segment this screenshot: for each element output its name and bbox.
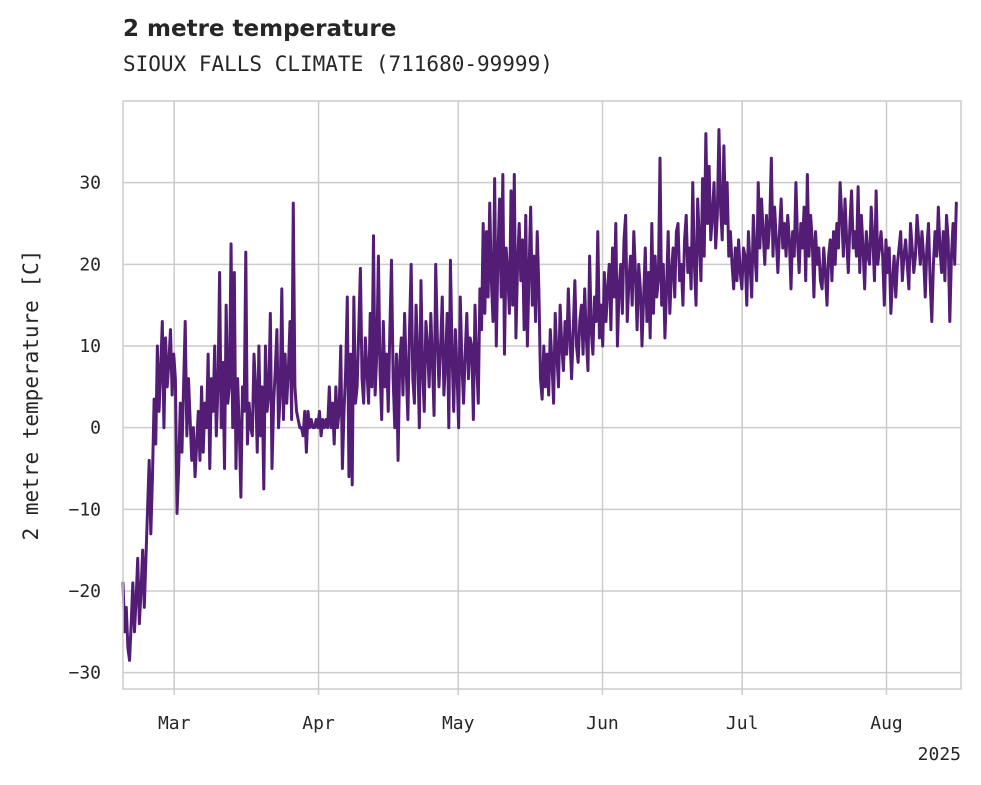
y-tick-label: 20 (79, 254, 101, 275)
y-tick-label: −20 (68, 581, 101, 602)
tick-labels: −30 −20 −10 0 10 20 30 Mar Apr May Jun Jul Aug (68, 173, 902, 734)
x-year-label: 2025 (918, 744, 961, 765)
plot-frame (122, 100, 962, 690)
x-tick-label: Apr (302, 713, 335, 734)
y-tick-label: 30 (79, 173, 101, 194)
y-tick-label: −10 (68, 499, 101, 520)
x-tick-label: Aug (870, 713, 903, 734)
plot-line-group (121, 128, 958, 662)
x-tick-label: Jul (726, 713, 759, 734)
chart-title: 2 metre temperature (123, 16, 397, 42)
chart-subtitle: SIOUX FALLS CLIMATE (711680-99999) (123, 52, 553, 76)
x-tick-label: Mar (158, 713, 191, 734)
y-axis-label: 2 metre temperature [C] (19, 250, 43, 541)
x-tick-label: May (442, 713, 475, 734)
y-tick-label: 0 (90, 418, 101, 439)
y-tick-label: 10 (79, 336, 101, 357)
y-tick-label: −30 (68, 663, 101, 684)
x-tick-label: Jun (586, 713, 619, 734)
temperature-series-line (121, 128, 958, 662)
